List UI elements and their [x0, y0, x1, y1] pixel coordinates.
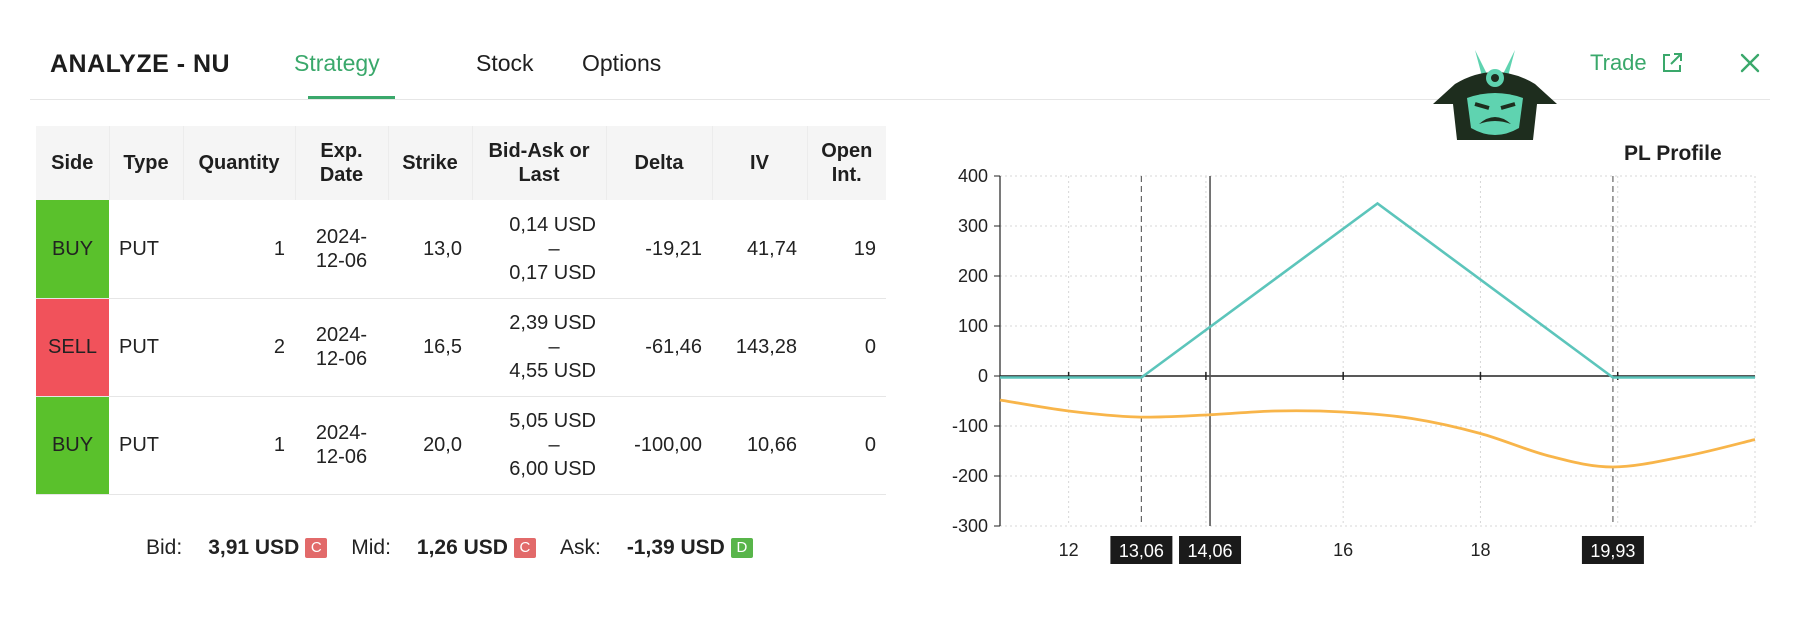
bid-ask-cell: 5,05 USD – 6,00 USD	[472, 396, 606, 495]
iv-cell: 143,28	[712, 298, 807, 397]
col-strike: Strike	[388, 126, 473, 200]
col-delta: Delta	[606, 126, 713, 200]
col-open-int: Open Int.	[807, 126, 886, 200]
y-tick-label: -100	[952, 416, 988, 436]
ask-label: Ask:	[559, 536, 601, 559]
close-icon[interactable]	[1738, 51, 1762, 75]
samurai-logo-icon	[1433, 50, 1557, 140]
y-tick-label: 400	[958, 166, 988, 186]
side-badge-buy: BUY	[36, 200, 109, 299]
trade-label: Trade	[1590, 50, 1647, 75]
tab-options[interactable]: Options	[582, 50, 662, 76]
exp-date-cell: 2024- 12-06	[295, 298, 388, 397]
open-int-cell: 19	[807, 200, 886, 299]
pl-profile-chart[interactable]: 400 300 200 100 0 -100 -200 -300 12 16 18 13,06 14,0…	[930, 160, 1770, 580]
quantity-cell: 1	[183, 200, 295, 299]
quantity-cell: 1	[183, 396, 295, 495]
x-marker-label: 14,06	[1188, 541, 1233, 561]
mid-value: 1,26 USD	[416, 536, 508, 559]
open-int-cell: 0	[807, 396, 886, 495]
side-badge-buy: BUY	[36, 396, 109, 495]
table-row[interactable]: SELL PUT 2 2024- 12-06 16,5 2,39 USD – 4,…	[36, 298, 886, 397]
x-marker-label-bg	[1110, 536, 1173, 564]
delta-cell: -100,00	[606, 396, 712, 495]
quantity-cell: 2	[183, 298, 295, 397]
open-int-cell: 0	[807, 298, 886, 397]
x-tick-label: 16	[1333, 540, 1353, 560]
table-row[interactable]: BUY PUT 1 2024- 12-06 20,0 5,05 USD – 6,0…	[36, 396, 886, 495]
y-tick-label: -200	[952, 466, 988, 486]
active-tab-indicator	[308, 96, 395, 99]
external-link-icon	[1662, 53, 1682, 72]
bid-value: 3,91 USD	[208, 536, 300, 559]
delta-cell: -61,46	[606, 298, 712, 397]
bid-ask-cell: 2,39 USD – 4,55 USD	[472, 298, 606, 397]
legs-table: Side Type Quantity Exp. Date Strike Bid-A…	[36, 126, 886, 495]
today-pl-curve	[999, 398, 1756, 469]
exp-date-cell: 2024- 12-06	[295, 396, 388, 495]
table-row[interactable]: BUY PUT 1 2024- 12-06 13,0 0,14 USD – 0,1…	[36, 200, 886, 299]
y-tick-label: 0	[978, 366, 988, 386]
trade-button[interactable]: Trade	[1590, 50, 1683, 76]
bid-label: Bid:	[146, 536, 183, 559]
col-iv: IV	[712, 126, 808, 200]
tab-strategy[interactable]: Strategy	[294, 50, 380, 76]
page-title: ANALYZE - NU	[50, 50, 231, 78]
table-header-row: Side Type Quantity Exp. Date Strike Bid-A…	[36, 126, 886, 200]
y-tick-label: -300	[952, 516, 988, 536]
x-tick-label: 18	[1470, 540, 1490, 560]
y-tick-label: 200	[958, 266, 988, 286]
ask-badge: D	[730, 538, 753, 558]
exp-date-cell: 2024- 12-06	[295, 200, 388, 299]
x-marker-label-bg	[1581, 536, 1644, 564]
strike-cell: 16,5	[388, 298, 472, 397]
delta-cell: -19,21	[606, 200, 712, 299]
y-tick-label: 100	[958, 316, 988, 336]
iv-cell: 41,74	[712, 200, 807, 299]
x-marker-label: 13,06	[1119, 541, 1164, 561]
col-type: Type	[109, 126, 184, 200]
type-cell: PUT	[109, 396, 183, 495]
type-cell: PUT	[109, 298, 183, 397]
col-exp-date: Exp. Date	[295, 126, 389, 200]
strike-cell: 13,0	[388, 200, 472, 299]
col-bid-ask: Bid-Ask or Last	[472, 126, 607, 200]
side-badge-sell: SELL	[36, 298, 109, 397]
price-summary: Bid: 3,91 USD C Mid: 1,26 USD C Ask: -1,…	[146, 536, 753, 560]
bid-badge: C	[305, 538, 328, 558]
type-cell: PUT	[109, 200, 183, 299]
ask-value: -1,39 USD	[626, 536, 725, 559]
header-bar: ANALYZE - NU Strategy Stock Options	[30, 30, 1770, 100]
x-marker-label-bg	[1179, 536, 1242, 564]
y-tick-label: 300	[958, 216, 988, 236]
tab-stock[interactable]: Stock	[476, 50, 534, 76]
col-quantity: Quantity	[183, 126, 296, 200]
strike-cell: 20,0	[388, 396, 472, 495]
expiration-pl-line	[1000, 201, 1755, 379]
x-tick-label: 12	[1059, 540, 1079, 560]
x-marker-label: 19,93	[1590, 541, 1635, 561]
mid-label: Mid:	[351, 536, 391, 559]
mid-badge: C	[513, 538, 536, 558]
col-side: Side	[36, 126, 110, 200]
chart-title: PL Profile	[1624, 142, 1722, 165]
iv-cell: 10,66	[712, 396, 807, 495]
bid-ask-cell: 0,14 USD – 0,17 USD	[472, 200, 606, 299]
